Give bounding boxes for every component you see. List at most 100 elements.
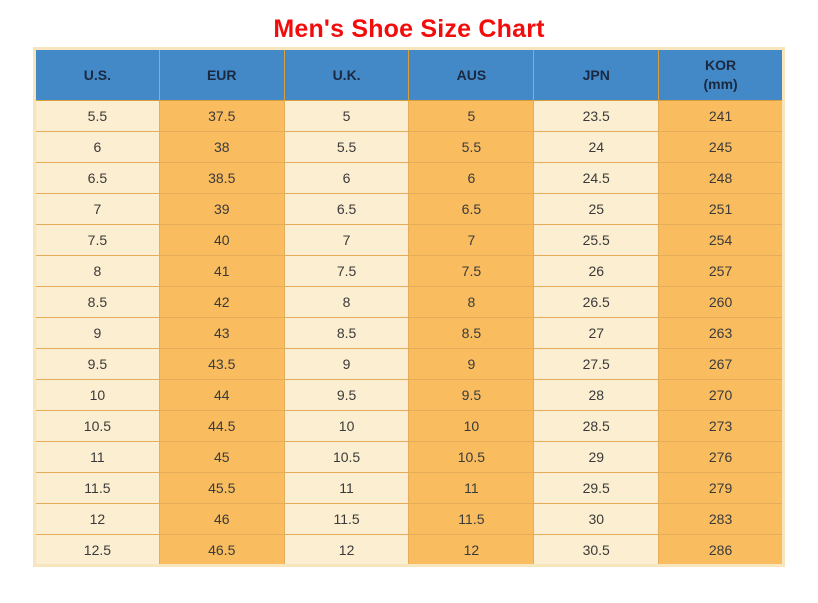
cell-jpn: 24 [533, 131, 660, 163]
column-header-kor: KOR (mm) [658, 48, 784, 101]
cell-uk: 7 [283, 224, 410, 256]
cell-jpn: 25 [533, 193, 660, 225]
cell-jpn: 27.5 [533, 348, 660, 380]
cell-uk: 10 [283, 410, 410, 442]
cell-eur: 40 [158, 224, 285, 256]
cell-us: 11 [34, 441, 160, 473]
cell-eur: 38.5 [158, 162, 285, 194]
cell-us: 7.5 [34, 224, 160, 256]
cell-us: 9.5 [34, 348, 160, 380]
cell-uk: 8 [283, 286, 410, 318]
table-row: 7.5 40 7 7 25.5 254 [34, 224, 784, 256]
table-row: 10 44 9.5 9.5 28 270 [34, 379, 784, 411]
page-title: Men's Shoe Size Chart [273, 15, 545, 43]
cell-aus: 5.5 [408, 131, 535, 163]
cell-jpn: 29 [533, 441, 660, 473]
cell-kor: 276 [658, 441, 784, 473]
cell-eur: 37.5 [158, 100, 285, 132]
table-row: 11.5 45.5 11 11 29.5 279 [34, 472, 784, 504]
cell-uk: 9 [283, 348, 410, 380]
column-header-jpn: JPN [533, 48, 660, 101]
cell-kor: 251 [658, 193, 784, 225]
cell-us: 8 [34, 255, 160, 287]
cell-eur: 43.5 [158, 348, 285, 380]
column-label: JPN [582, 66, 610, 83]
cell-eur: 46.5 [158, 534, 285, 566]
cell-eur: 44 [158, 379, 285, 411]
column-label: AUS [456, 66, 487, 83]
column-label: KOR [705, 57, 737, 74]
cell-uk: 8.5 [283, 317, 410, 349]
cell-eur: 38 [158, 131, 285, 163]
cell-us: 12 [34, 503, 160, 535]
cell-jpn: 30.5 [533, 534, 660, 566]
cell-kor: 286 [658, 534, 784, 566]
cell-jpn: 23.5 [533, 100, 660, 132]
cell-kor: 254 [658, 224, 784, 256]
cell-kor: 263 [658, 317, 784, 349]
cell-uk: 5.5 [283, 131, 410, 163]
cell-kor: 273 [658, 410, 784, 442]
cell-us: 10.5 [34, 410, 160, 442]
cell-eur: 45 [158, 441, 285, 473]
column-header-us: U.S. [34, 48, 160, 101]
cell-uk: 6.5 [283, 193, 410, 225]
table-row: 12 46 11.5 11.5 30 283 [34, 503, 784, 535]
column-sublabel: (mm) [703, 76, 738, 92]
table-header: U.S. EUR U.K. AUS JPN KOR (mm) [34, 48, 784, 101]
table-row: 6 38 5.5 5.5 24 245 [34, 131, 784, 163]
cell-uk: 5 [283, 100, 410, 132]
column-label: U.S. [83, 66, 112, 83]
cell-aus: 8 [408, 286, 535, 318]
column-label: U.K. [332, 66, 361, 83]
shoe-size-table: U.S. EUR U.K. AUS JPN KOR (mm) 5.5 37.5 5 5 23.5 24… [33, 47, 785, 567]
cell-kor: 257 [658, 255, 784, 287]
cell-us: 6 [34, 131, 160, 163]
column-label: EUR [206, 66, 237, 83]
cell-uk: 12 [283, 534, 410, 566]
cell-uk: 11.5 [283, 503, 410, 535]
cell-aus: 5 [408, 100, 535, 132]
cell-us: 11.5 [34, 472, 160, 504]
cell-aus: 10.5 [408, 441, 535, 473]
table-row: 10.5 44.5 10 10 28.5 273 [34, 410, 784, 442]
cell-kor: 267 [658, 348, 784, 380]
cell-jpn: 26 [533, 255, 660, 287]
cell-kor: 241 [658, 100, 784, 132]
table-row: 8 41 7.5 7.5 26 257 [34, 255, 784, 287]
cell-eur: 41 [158, 255, 285, 287]
cell-kor: 245 [658, 131, 784, 163]
cell-kor: 279 [658, 472, 784, 504]
table-row: 12.5 46.5 12 12 30.5 286 [34, 534, 784, 566]
cell-kor: 248 [658, 162, 784, 194]
cell-jpn: 28 [533, 379, 660, 411]
cell-jpn: 30 [533, 503, 660, 535]
cell-aus: 9.5 [408, 379, 535, 411]
cell-kor: 260 [658, 286, 784, 318]
cell-aus: 9 [408, 348, 535, 380]
cell-eur: 39 [158, 193, 285, 225]
cell-eur: 46 [158, 503, 285, 535]
cell-us: 10 [34, 379, 160, 411]
table-row: 7 39 6.5 6.5 25 251 [34, 193, 784, 225]
cell-us: 6.5 [34, 162, 160, 194]
header-row: U.S. EUR U.K. AUS JPN KOR (mm) [34, 48, 784, 101]
cell-jpn: 26.5 [533, 286, 660, 318]
column-header-uk: U.K. [283, 48, 410, 101]
cell-uk: 9.5 [283, 379, 410, 411]
table-row: 11 45 10.5 10.5 29 276 [34, 441, 784, 473]
table-row: 9 43 8.5 8.5 27 263 [34, 317, 784, 349]
table-row: 6.5 38.5 6 6 24.5 248 [34, 162, 784, 194]
cell-uk: 7.5 [283, 255, 410, 287]
table-row: 9.5 43.5 9 9 27.5 267 [34, 348, 784, 380]
cell-uk: 10.5 [283, 441, 410, 473]
column-header-aus: AUS [408, 48, 535, 101]
cell-aus: 11.5 [408, 503, 535, 535]
cell-jpn: 28.5 [533, 410, 660, 442]
table-row: 5.5 37.5 5 5 23.5 241 [34, 100, 784, 132]
cell-us: 9 [34, 317, 160, 349]
cell-uk: 11 [283, 472, 410, 504]
cell-aus: 12 [408, 534, 535, 566]
cell-us: 7 [34, 193, 160, 225]
